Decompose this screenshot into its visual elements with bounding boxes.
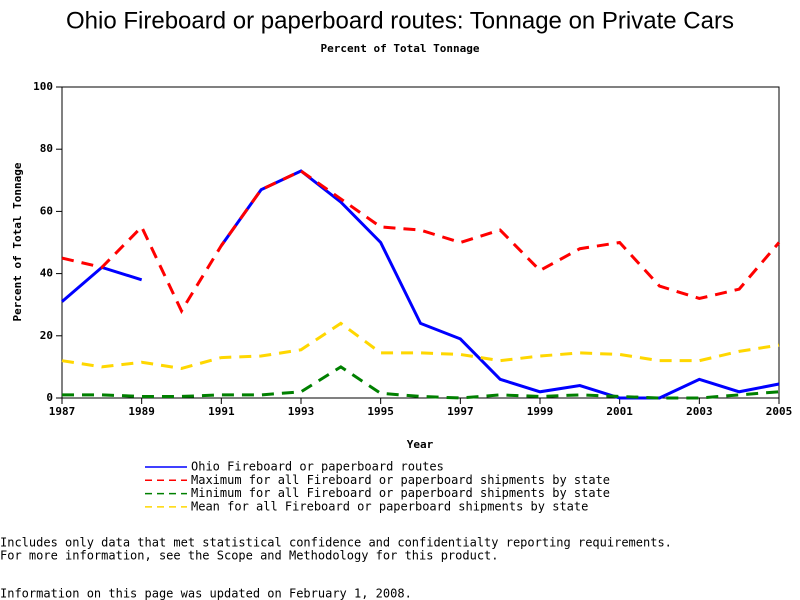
x-tick-label: 1997 — [447, 405, 474, 418]
plot-frame — [61, 86, 780, 399]
legend-label: Mean for all Fireboard or paperboard shi… — [191, 499, 588, 513]
note: For more information, see the Scope and … — [0, 549, 499, 563]
legend-label: Maximum for all Fireboard or paperboard … — [191, 473, 610, 487]
x-tick-label: 2001 — [606, 405, 633, 418]
y-tick-label: 40 — [40, 267, 53, 280]
x-tick-label: 1999 — [527, 405, 554, 418]
legend-label: Minimum for all Fireboard or paperboard … — [191, 486, 610, 500]
series-line — [61, 169, 781, 315]
x-axis-label: Year — [407, 438, 434, 451]
footer: Information on this page was updated on … — [0, 587, 412, 600]
y-tick-label: 80 — [40, 142, 53, 155]
x-tick-label: 1987 — [49, 405, 76, 418]
y-tick-label: 100 — [33, 80, 53, 93]
y-tick-label: 20 — [40, 329, 53, 342]
y-tick-label: 0 — [46, 391, 53, 404]
x-tick-label: 1991 — [208, 405, 235, 418]
x-tick-label: 2003 — [686, 405, 713, 418]
chart-title: Ohio Fireboard or paperboard routes: Ton… — [66, 7, 734, 34]
x-tick-label: 1995 — [367, 405, 394, 418]
y-axis-label: Percent of Total Tonnage — [11, 162, 24, 321]
x-tick-label: 1993 — [288, 405, 315, 418]
y-tick-label: 60 — [40, 204, 53, 217]
legend-label: Ohio Fireboard or paperboard routes — [191, 460, 444, 474]
x-tick-label: 1989 — [128, 405, 155, 418]
x-tick-label: 2005 — [766, 405, 793, 418]
note: Includes only data that met statistical … — [0, 536, 672, 550]
chart-subtitle: Percent of Total Tonnage — [321, 42, 480, 55]
series-line — [61, 321, 780, 370]
